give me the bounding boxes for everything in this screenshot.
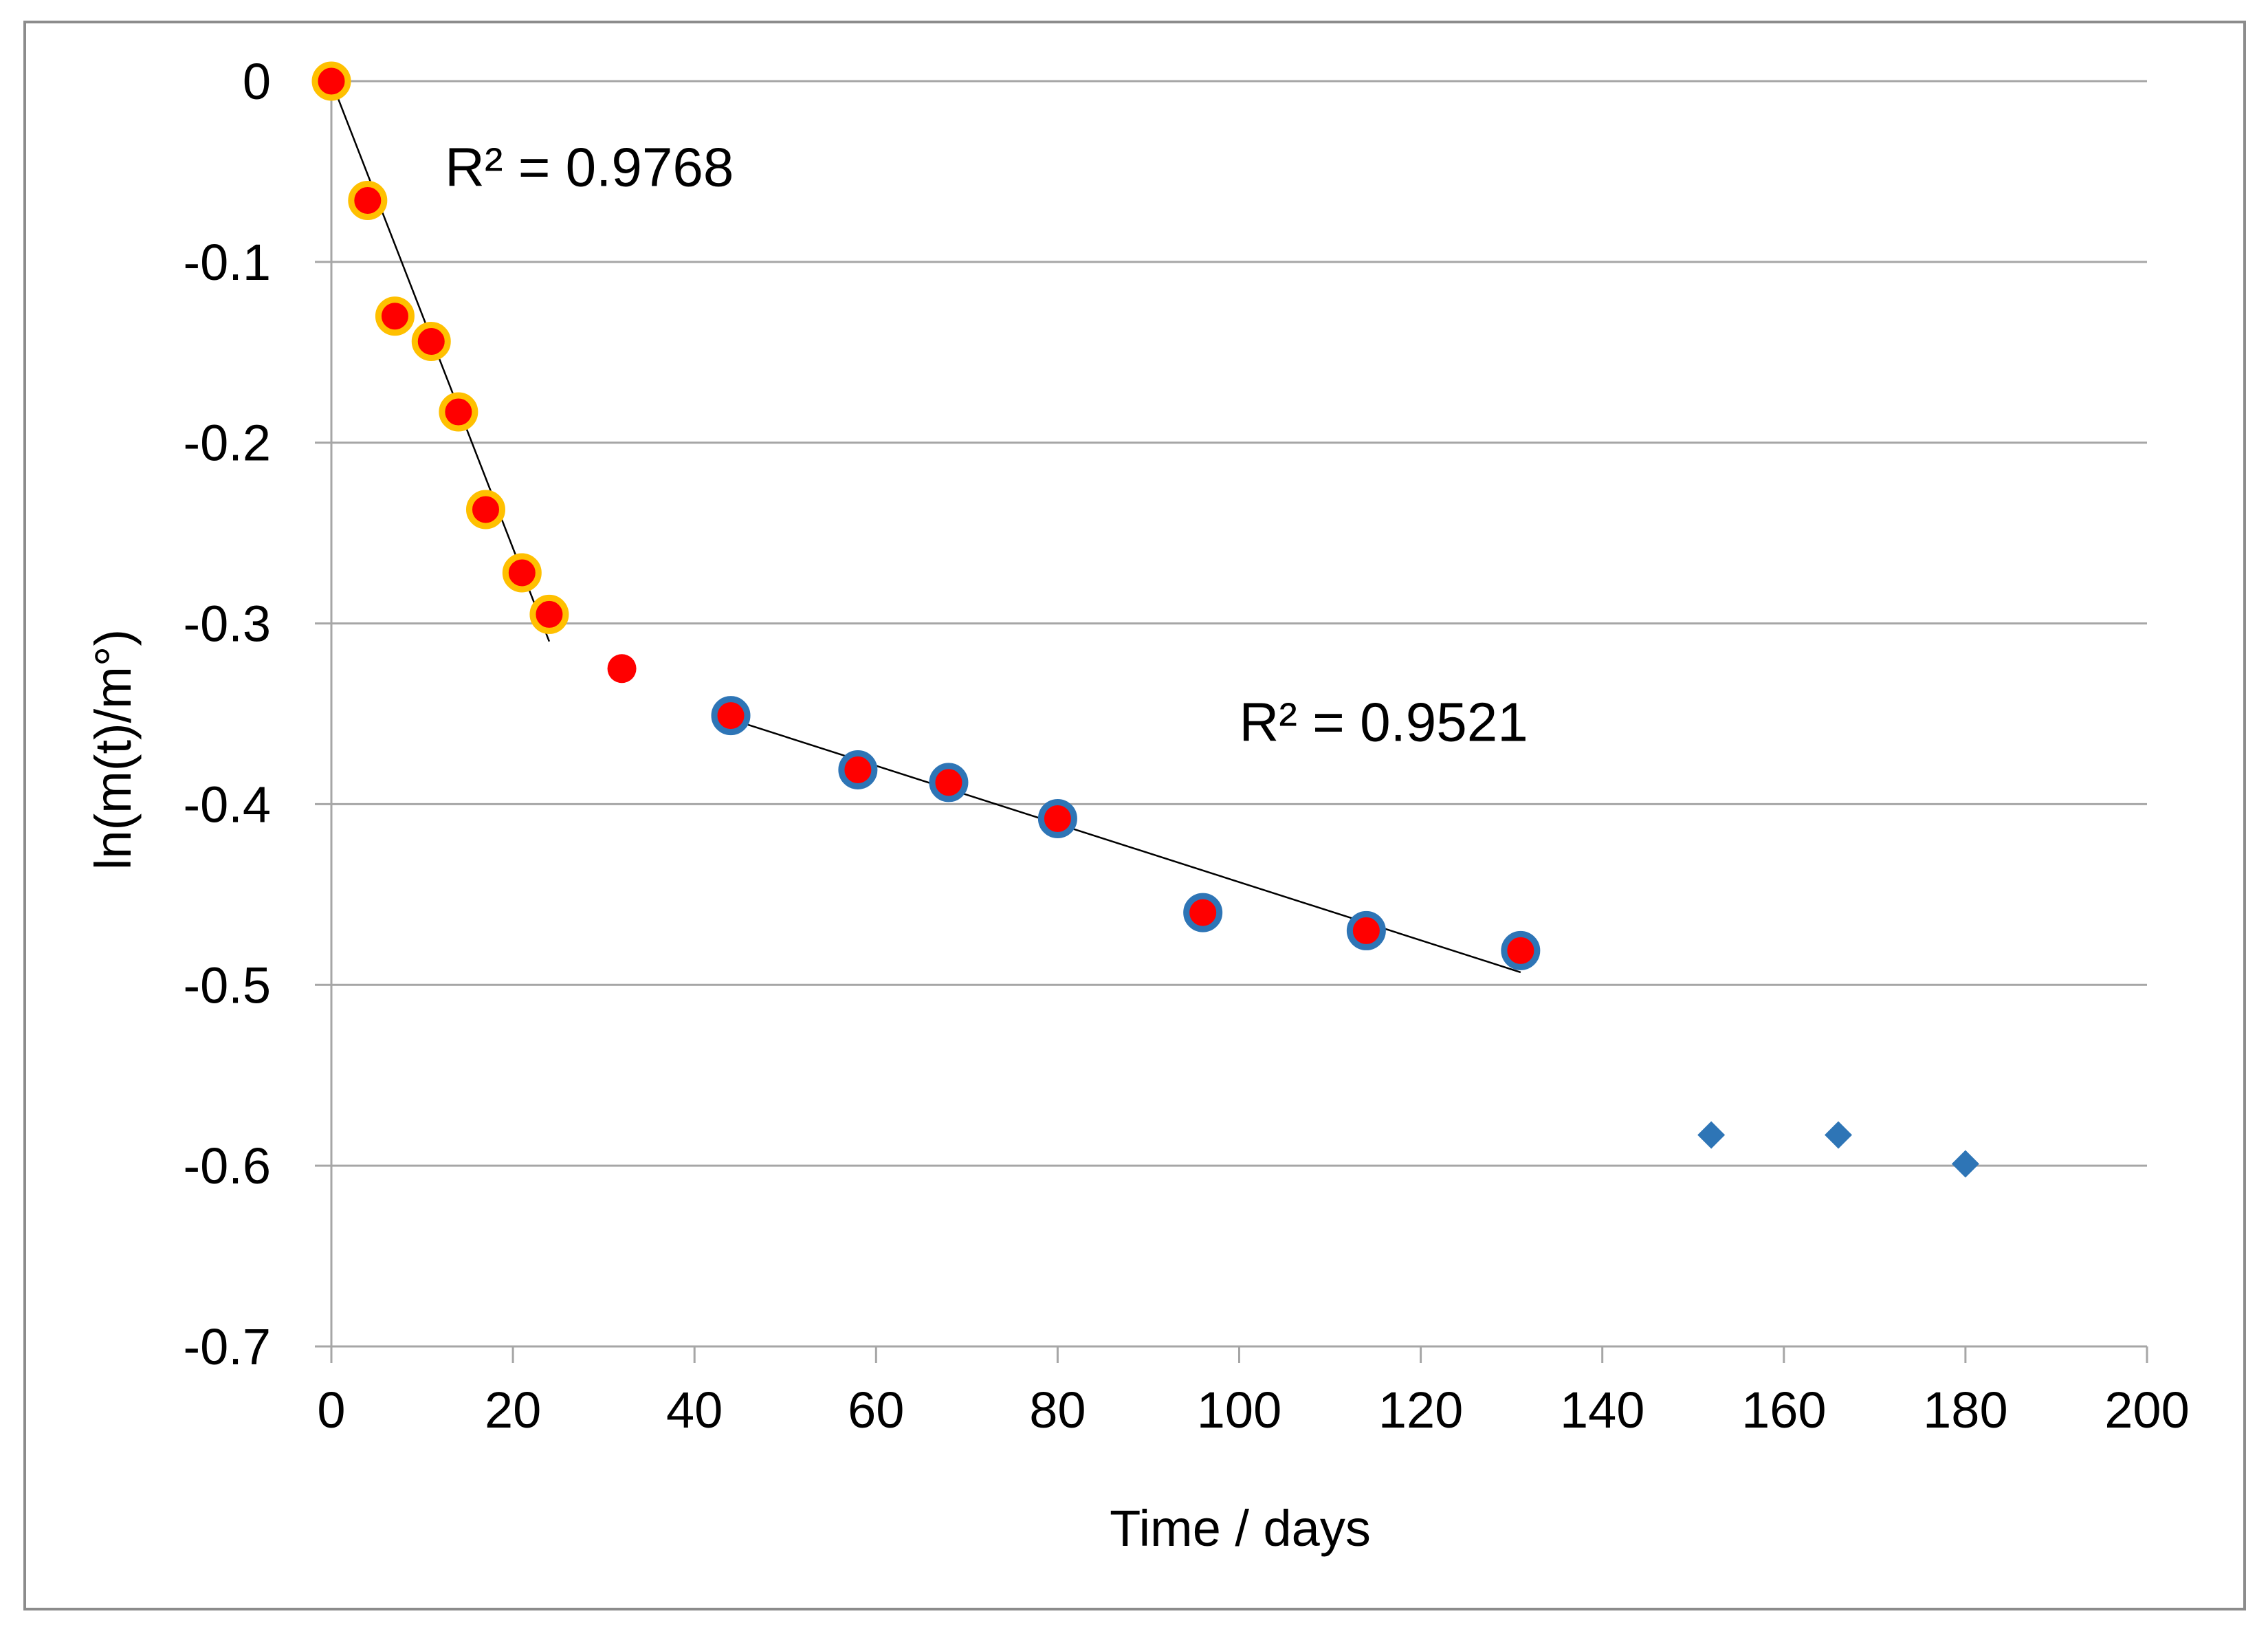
- x-tick-label: 40: [666, 1382, 723, 1439]
- labels: Time / days ln(m(t)/m°) R² = 0.9768 R² =…: [85, 53, 2190, 1557]
- x-tick-label: 20: [485, 1382, 541, 1439]
- x-tick-label: 80: [1029, 1382, 1086, 1439]
- data-point-diamond: [1697, 1121, 1726, 1149]
- x-tick-label: 120: [1378, 1382, 1463, 1439]
- trendlines: [330, 80, 1521, 974]
- x-axis-title: Time / days: [1110, 1500, 1371, 1557]
- y-tick-label: -0.4: [183, 776, 271, 833]
- x-tick-label: 140: [1560, 1382, 1644, 1439]
- x-tick-label: 200: [2104, 1382, 2189, 1439]
- x-tick-label: 60: [848, 1382, 904, 1439]
- gridlines: [331, 80, 2147, 1167]
- r-squared-annotation-middle: R² = 0.9521: [1240, 691, 1528, 752]
- data-point-circle: [607, 654, 637, 684]
- data-point-circle: [529, 594, 569, 634]
- r-squared-annotation-early: R² = 0.9768: [445, 136, 734, 197]
- y-tick-label: -0.5: [183, 957, 271, 1014]
- data-point-circle: [465, 490, 505, 529]
- trendline-0: [330, 80, 551, 642]
- data-point-circle: [929, 763, 969, 802]
- data-point-circle: [1501, 930, 1541, 970]
- data-point-circle: [439, 392, 478, 432]
- data-point-circle: [311, 61, 351, 101]
- data-point-circle: [1183, 893, 1223, 932]
- y-axis-title: ln(m(t)/m°): [85, 629, 142, 870]
- axes: [315, 80, 2148, 1363]
- data-point-diamond: [1951, 1150, 1979, 1178]
- data-point-circle: [502, 553, 542, 593]
- data-point-circle: [838, 750, 878, 789]
- x-tick-label: 180: [1923, 1382, 2007, 1439]
- data-point-circle: [375, 296, 415, 336]
- y-tick-label: -0.1: [183, 234, 271, 291]
- x-tick-label: 160: [1741, 1382, 1826, 1439]
- y-tick-label: -0.6: [183, 1137, 271, 1194]
- x-tick-label: 0: [317, 1382, 345, 1439]
- y-tick-label: 0: [243, 53, 271, 110]
- data-point-diamond: [1825, 1121, 1853, 1149]
- data-point-circle: [711, 696, 751, 736]
- y-tick-label: -0.3: [183, 596, 271, 653]
- data-point-circle: [411, 322, 451, 362]
- data-point-circle: [1037, 798, 1077, 838]
- data-point-circle: [348, 180, 388, 220]
- x-tick-label: 100: [1197, 1382, 1281, 1439]
- y-tick-label: -0.7: [183, 1318, 271, 1375]
- data-points: [311, 61, 1979, 1178]
- y-tick-label: -0.2: [183, 415, 271, 472]
- data-point-circle: [1346, 910, 1386, 950]
